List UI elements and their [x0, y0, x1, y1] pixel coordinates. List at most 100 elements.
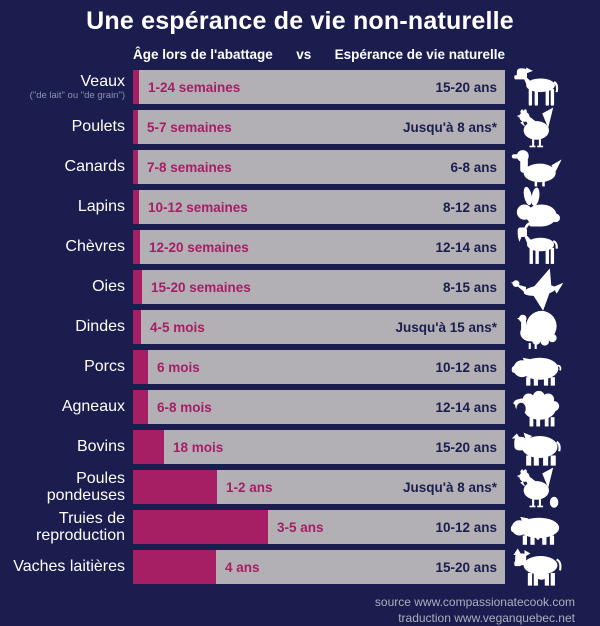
table-row-lapins: Lapins 10-12 semaines 8-12 ans [0, 186, 600, 227]
pig-icon [510, 356, 562, 387]
turkey-icon [516, 310, 557, 349]
slaughter-age-value: 6-8 mois [157, 399, 212, 415]
natural-life-value: Jusqu'à 8 ans* [403, 119, 497, 135]
bar-track: 3-5 ans 10-12 ans [133, 510, 505, 544]
lamb-icon [512, 390, 560, 427]
slaughter-age-bar [133, 510, 268, 544]
bar-track: 6-8 mois 12-14 ans [133, 390, 505, 424]
animal-label: Agneaux [61, 398, 125, 416]
natural-life-value: 8-12 ans [442, 199, 497, 215]
header-natural-life: Espérance de vie naturelle [334, 47, 505, 62]
slaughter-age-value: 4-5 mois [150, 319, 205, 335]
natural-life-value: 15-20 ans [435, 559, 497, 575]
duck-icon [511, 150, 562, 187]
bar-track: 4 ans 15-20 ans [133, 550, 505, 584]
table-row-canards: Canards 7-8 semaines 6-8 ans [0, 147, 600, 187]
natural-life-value: Jusqu'à 15 ans* [395, 319, 497, 335]
hen-egg-icon [510, 465, 566, 509]
bar-track: 5-7 semaines Jusqu'à 8 ans* [133, 110, 505, 144]
bar-track: 6 mois 10-12 ans [133, 350, 505, 384]
slaughter-age-value: 3-5 ans [277, 519, 324, 535]
slaughter-age-value: 4 ans [225, 559, 260, 575]
bar-track: 1-2 ans Jusqu'à 8 ans* [133, 470, 505, 504]
animal-label: Bovins [76, 438, 125, 456]
animal-label: Porcs [84, 358, 125, 376]
slaughter-age-value: 12-20 semaines [149, 239, 249, 255]
natural-life-value: Jusqu'à 8 ans* [403, 479, 497, 495]
animal-label: Dindes [75, 318, 125, 336]
animal-label: Chèvres [65, 238, 125, 256]
slaughter-age-value: 5-7 semaines [147, 119, 232, 135]
bull-icon [510, 431, 561, 467]
bar-track: 15-20 semaines 8-15 ans [133, 270, 505, 304]
animal-label: Truies de reproduction [36, 509, 125, 544]
natural-life-value: 12-14 ans [435, 399, 497, 415]
table-row-poulets: Poulets 5-7 semaines Jusqu'à 8 ans* [0, 107, 600, 148]
slaughter-age-bar [133, 430, 164, 464]
bar-track: 4-5 mois Jusqu'à 15 ans* [133, 310, 505, 344]
dairy-cow-icon [512, 547, 562, 587]
goose-icon [510, 268, 564, 311]
animal-label: Oies [92, 278, 125, 296]
slaughter-age-bar [133, 270, 142, 304]
table-row-dindes: Dindes 4-5 mois Jusqu'à 15 ans* [0, 307, 600, 349]
table-row-truies: Truies de reproduction 3-5 ans 10-12 ans [0, 507, 600, 547]
slaughter-age-bar [133, 230, 140, 264]
slaughter-age-value: 6 mois [157, 359, 200, 375]
header-slaughter-age: Âge lors de l'abattage [133, 47, 273, 62]
credits: source www.compassionatecook.com traduct… [0, 594, 600, 626]
animal-label: Poules pondeuses [46, 469, 125, 504]
table-row-porcs: Porcs 6 mois 10-12 ans [0, 347, 600, 387]
natural-life-value: 8-15 ans [442, 279, 497, 295]
slaughter-age-value: 15-20 semaines [151, 279, 251, 295]
slaughter-age-bar [133, 70, 139, 104]
slaughter-age-value: 1-2 ans [226, 479, 273, 495]
table-row-chevres: Chèvres 12-20 semaines 12-14 ans [0, 220, 600, 267]
slaughter-age-value: 10-12 semaines [148, 199, 248, 215]
animal-label: Veaux ("de lait" ou "de grain") [0, 73, 133, 101]
slaughter-age-value: 18 mois [173, 439, 224, 455]
bar-track: 12-20 semaines 12-14 ans [133, 230, 505, 264]
table-row-oies: Oies 15-20 semaines 8-15 ans [0, 267, 600, 311]
rabbit-icon [516, 186, 560, 227]
chart-rows: Veaux ("de lait" ou "de grain") 1-24 sem… [0, 66, 600, 587]
slaughter-age-value: 1-24 semaines [148, 79, 241, 95]
animal-label: Lapins [77, 198, 125, 216]
slaughter-age-bar [133, 470, 217, 504]
natural-life-value: 6-8 ans [450, 159, 497, 175]
slaughter-age-bar [133, 310, 141, 344]
header-vs: vs [296, 47, 312, 62]
animal-note: ("de lait" ou "de grain") [29, 90, 125, 102]
column-headers: Âge lors de l'abattage vs Espérance de v… [133, 46, 505, 62]
slaughter-age-bar [133, 150, 138, 184]
calf-icon [513, 66, 559, 107]
table-row-veaux: Veaux ("de lait" ou "de grain") 1-24 sem… [0, 66, 600, 107]
natural-life-value: 15-20 ans [435, 79, 497, 95]
table-row-bovins: Bovins 18 mois 15-20 ans [0, 427, 600, 467]
goat-icon [516, 220, 558, 265]
bar-track: 18 mois 15-20 ans [133, 430, 505, 464]
natural-life-value: 10-12 ans [435, 519, 497, 535]
chicken-icon [516, 107, 554, 148]
table-row-vaches-laitieres: Vaches laitières 4 ans 15-20 ans [0, 547, 600, 587]
page-title: Une espérance de vie non-naturelle [86, 7, 514, 35]
animal-label: Canards [64, 158, 125, 176]
natural-life-value: 10-12 ans [435, 359, 497, 375]
slaughter-age-bar [133, 550, 216, 584]
natural-life-value: 15-20 ans [435, 439, 497, 455]
table-row-poules-pondeuses: Poules pondeuses 1-2 ans Jusqu'à 8 ans* [0, 467, 600, 507]
sow-icon [510, 516, 560, 545]
bar-track: 10-12 semaines 8-12 ans [133, 190, 505, 224]
slaughter-age-bar [133, 350, 148, 384]
slaughter-age-bar [133, 390, 148, 424]
slaughter-age-value: 7-8 semaines [147, 159, 232, 175]
animal-label: Poulets [71, 118, 125, 136]
natural-life-value: 12-14 ans [435, 239, 497, 255]
slaughter-age-bar [133, 110, 138, 144]
bar-track: 1-24 semaines 15-20 ans [133, 70, 505, 104]
source-credit: source www.compassionatecook.com [374, 595, 575, 609]
animal-label: Vaches laitières [13, 558, 125, 576]
bar-track: 7-8 semaines 6-8 ans [133, 150, 505, 184]
slaughter-age-bar [133, 190, 139, 224]
